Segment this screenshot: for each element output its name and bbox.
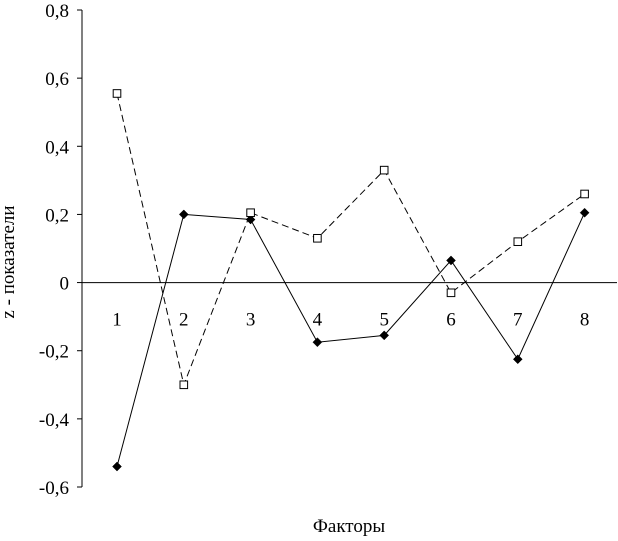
series-1-point <box>379 330 390 341</box>
y-tick-label: 0 <box>60 274 70 295</box>
y-tick-labels: 0,8 0,6 0,4 0,2 0 -0,2 -0,4 -0,6 <box>39 1 70 499</box>
series-2-point <box>313 233 322 243</box>
x-tick-label: 1 <box>112 310 122 331</box>
y-tick-label: 0,6 <box>45 69 69 90</box>
series-layer <box>112 89 590 472</box>
series-2-point <box>513 237 523 246</box>
series-1-point <box>112 461 122 472</box>
y-tick-label: -0,6 <box>39 478 69 499</box>
x-axis-label: Факторы <box>313 516 385 537</box>
x-tick-label: 2 <box>179 310 189 331</box>
y-axis-label: z - показатели <box>0 205 19 318</box>
series-1-line <box>116 212 586 467</box>
series-1-point <box>579 207 590 218</box>
series-1-point <box>312 337 323 348</box>
y-tick-label: 0,2 <box>45 205 69 226</box>
y-tick-label: -0,2 <box>39 342 69 363</box>
x-tick-label: 3 <box>246 310 256 331</box>
y-tick-label: 0,4 <box>45 137 69 158</box>
series-2-line <box>116 93 585 387</box>
x-tick-label: 7 <box>513 310 523 331</box>
x-tick-label: 8 <box>580 310 590 331</box>
series-2-point <box>580 189 589 199</box>
series-1-point <box>178 209 189 220</box>
x-tick-label: 5 <box>379 310 389 331</box>
x-tick-label: 4 <box>313 310 323 331</box>
y-tick-label: -0,4 <box>39 410 70 431</box>
x-tick-labels: 1 2 3 4 5 6 7 8 <box>112 310 589 331</box>
series-2-point <box>446 288 456 298</box>
series-2-point <box>379 165 389 175</box>
series-1 <box>112 207 590 472</box>
axes <box>77 9 617 488</box>
series-2-point <box>179 380 189 390</box>
x-tick-label: 6 <box>446 310 456 331</box>
series-2-point <box>112 89 122 98</box>
series-2-point <box>246 208 255 218</box>
y-tick-label: 0,8 <box>45 1 69 22</box>
series-1-point <box>512 354 523 365</box>
series-1-point <box>446 255 456 266</box>
series-2 <box>112 89 589 390</box>
